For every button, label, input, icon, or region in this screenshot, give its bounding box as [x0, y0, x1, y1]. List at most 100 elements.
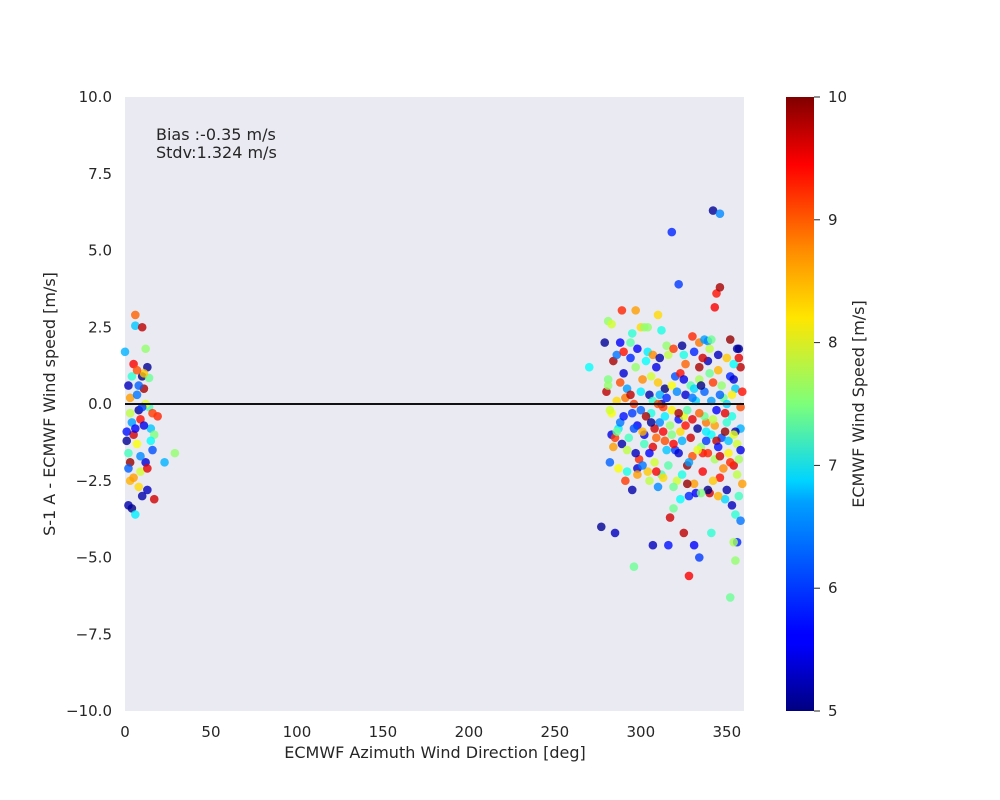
data-point: [715, 283, 725, 292]
data-point: [139, 369, 149, 378]
data-point: [667, 381, 677, 390]
data-point: [674, 448, 683, 458]
data-point: [701, 436, 711, 446]
data-point: [129, 473, 138, 482]
data-point: [658, 473, 668, 482]
data-point: [667, 227, 677, 237]
data-point: [131, 424, 140, 433]
data-point: [727, 411, 737, 421]
data-point: [677, 436, 687, 446]
data-point: [688, 393, 697, 403]
data-point: [729, 430, 738, 440]
data-point: [652, 467, 661, 476]
y-tick-label: 10.0: [79, 88, 112, 106]
data-point: [715, 451, 725, 461]
x-tick-label: 0: [120, 723, 130, 741]
data-point: [736, 362, 745, 372]
data-point: [686, 433, 695, 443]
colorbar-tick-label: 6: [828, 579, 838, 597]
data-point: [629, 562, 639, 572]
data-point: [725, 458, 735, 467]
data-point: [633, 470, 642, 479]
data-point: [643, 322, 653, 332]
data-point: [646, 418, 656, 427]
data-point: [722, 418, 732, 427]
data-point: [725, 593, 735, 602]
data-point: [641, 411, 651, 421]
data-point: [621, 476, 630, 486]
data-point: [136, 451, 145, 461]
data-point: [612, 427, 622, 436]
data-point: [631, 362, 640, 372]
data-point: [660, 411, 670, 421]
data-point: [619, 411, 628, 421]
data-point: [720, 494, 730, 504]
data-point: [131, 321, 140, 331]
data-point: [596, 522, 606, 532]
data-point: [655, 353, 665, 363]
data-point: [615, 338, 625, 347]
data-point: [705, 344, 714, 354]
data-point: [122, 427, 132, 436]
data-point: [660, 436, 670, 446]
data-point: [631, 448, 640, 458]
data-point: [648, 540, 658, 550]
data-point: [134, 482, 144, 492]
data-point: [734, 454, 744, 464]
data-point: [732, 470, 742, 479]
data-point: [124, 381, 133, 390]
y-tick-label: 5.0: [88, 242, 112, 260]
data-point: [679, 375, 689, 384]
data-point: [676, 427, 685, 436]
data-point: [124, 448, 133, 458]
data-point: [127, 372, 137, 381]
data-point: [688, 332, 697, 341]
data-point: [731, 556, 740, 565]
data-point: [693, 445, 702, 455]
colorbar-ticks: 10 9 8 7 6 5: [814, 88, 847, 720]
data-point: [729, 359, 738, 369]
data-point: [612, 350, 622, 360]
y-tick-label: −10.0: [66, 702, 112, 720]
data-point: [696, 488, 706, 498]
x-tick-label: 300: [627, 723, 656, 741]
annotation-stdv: Stdv:1.324 m/s: [156, 143, 277, 162]
data-point: [731, 510, 740, 519]
data-point: [652, 433, 661, 443]
data-point: [607, 319, 616, 329]
y-axis-label: S-1 A - ECMWF Wind speed [m/s]: [40, 272, 59, 536]
scatter-points: [120, 206, 747, 602]
data-point: [131, 310, 140, 320]
data-point: [622, 445, 632, 455]
data-point: [679, 528, 689, 538]
data-point: [677, 341, 687, 350]
data-point: [694, 408, 704, 418]
data-point: [715, 209, 725, 218]
data-point: [715, 473, 725, 482]
data-point: [137, 322, 147, 332]
data-point: [713, 350, 723, 360]
data-point: [636, 387, 646, 397]
data-point: [122, 436, 132, 446]
data-point: [681, 421, 690, 430]
data-point: [710, 302, 720, 312]
data-point: [676, 494, 685, 504]
data-point: [724, 448, 733, 458]
data-point: [149, 494, 159, 504]
data-point: [626, 353, 635, 363]
data-point: [708, 206, 718, 215]
data-point: [667, 405, 677, 415]
data-point: [143, 485, 152, 495]
data-point: [639, 439, 649, 449]
data-point: [638, 427, 647, 436]
data-point: [698, 467, 708, 476]
data-point: [170, 448, 180, 458]
data-point: [703, 485, 713, 495]
data-point: [662, 393, 671, 403]
data-point: [708, 415, 718, 424]
data-point: [684, 491, 694, 501]
data-point: [603, 381, 613, 390]
data-point: [143, 464, 152, 473]
data-point: [626, 338, 635, 347]
data-point: [684, 571, 694, 581]
